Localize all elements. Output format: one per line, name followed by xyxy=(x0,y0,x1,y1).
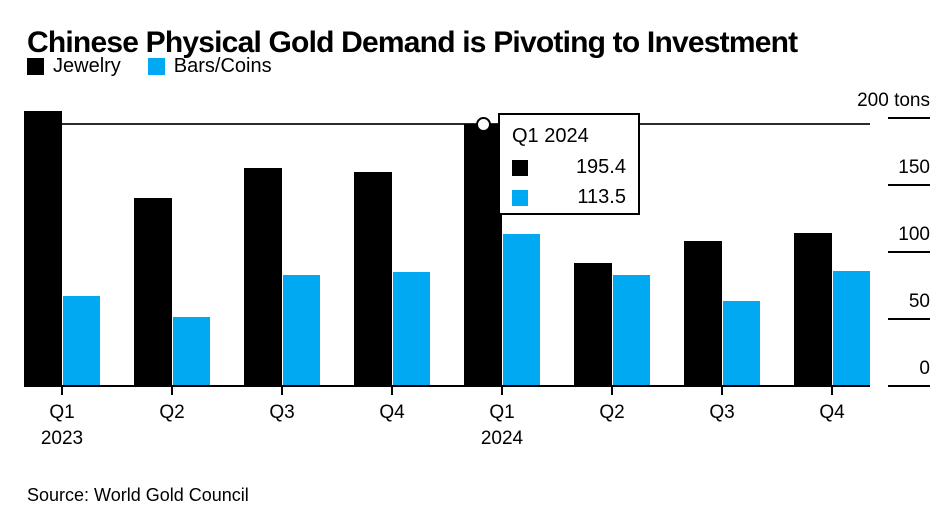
x-tick-q2-2024 xyxy=(611,387,613,395)
y-tick-150 xyxy=(888,184,930,186)
y-tick-label-100: 100 xyxy=(898,224,930,245)
chart-title: Chinese Physical Gold Demand is Pivoting… xyxy=(27,26,798,60)
x-label-q2-2023: Q2 xyxy=(159,402,185,423)
y-tick-label-0: 0 xyxy=(919,358,930,379)
hover-tracking-line xyxy=(24,123,870,126)
tooltip-jewelry-value: 195.4 xyxy=(575,156,626,178)
tooltip-jewelry-swatch-icon xyxy=(512,159,528,176)
x-tick-q3-2024 xyxy=(721,387,723,395)
bars-coins-swatch-icon xyxy=(147,58,165,75)
bar-jewelry-q4-2023[interactable] xyxy=(354,171,392,386)
y-tick-0 xyxy=(888,385,930,387)
tooltip-bars-coins-value: 113.5 xyxy=(577,186,626,208)
x-tick-q1-2023 xyxy=(61,387,63,395)
y-tick-label-150: 150 xyxy=(898,157,930,178)
x-label-q3-2023: Q3 xyxy=(269,402,295,423)
legend-label-bars-coins: Bars/Coins xyxy=(173,55,272,77)
x-label-q3-2024: Q3 xyxy=(709,402,735,423)
legend-item-jewelry: Jewelry xyxy=(27,55,121,78)
x-label-q4-2024: Q4 xyxy=(819,402,845,423)
tooltip: Q1 2024 195.4 113.5 xyxy=(498,113,640,215)
bar-bars-coins-q3-2024[interactable] xyxy=(722,300,760,386)
x-label-q1-2023: Q1 xyxy=(49,402,75,423)
x-axis-baseline xyxy=(24,385,870,387)
bar-jewelry-q2-2024[interactable] xyxy=(574,263,612,386)
bar-bars-coins-q4-2024[interactable] xyxy=(832,270,870,386)
jewelry-swatch-icon xyxy=(27,58,44,75)
x-tick-q2-2023 xyxy=(171,387,173,395)
x-tick-q1-2024 xyxy=(501,387,503,395)
y-tick-label-200: 200 tons xyxy=(857,90,930,111)
x-tick-q4-2023 xyxy=(391,387,393,395)
tooltip-bars-coins-swatch-icon xyxy=(512,189,528,206)
bar-jewelry-q3-2023[interactable] xyxy=(244,168,282,386)
bar-jewelry-q1-2024[interactable] xyxy=(464,124,502,386)
x-label-year-q1-2024: 2024 xyxy=(480,428,524,449)
y-tick-100 xyxy=(888,251,930,253)
bar-jewelry-q1-2023[interactable] xyxy=(24,111,62,386)
x-label-q4-2023: Q4 xyxy=(379,402,405,423)
bar-jewelry-q3-2024[interactable] xyxy=(684,240,722,386)
bar-jewelry-q4-2024[interactable] xyxy=(794,233,832,386)
y-tick-label-50: 50 xyxy=(908,291,930,312)
x-label-year-q1-2023: 2023 xyxy=(40,428,84,449)
tooltip-row-bars-coins: 113.5 xyxy=(512,186,626,209)
bar-bars-coins-q2-2024[interactable] xyxy=(612,275,650,386)
bar-bars-coins-q2-2023[interactable] xyxy=(172,316,210,386)
y-tick-200 xyxy=(888,117,930,119)
legend-label-jewelry: Jewelry xyxy=(53,55,121,77)
bar-bars-coins-q1-2024[interactable] xyxy=(502,233,540,386)
bar-bars-coins-q3-2023[interactable] xyxy=(282,274,320,386)
source-attribution: Source: World Gold Council xyxy=(27,485,249,505)
bar-bars-coins-q1-2023[interactable] xyxy=(62,295,100,386)
legend: Jewelry Bars/Coins xyxy=(27,55,272,78)
legend-item-bars-coins: Bars/Coins xyxy=(147,55,272,78)
x-label-q2-2024: Q2 xyxy=(599,402,625,423)
y-tick-50 xyxy=(888,318,930,320)
bar-jewelry-q2-2023[interactable] xyxy=(134,198,172,386)
tooltip-row-jewelry: 195.4 xyxy=(512,156,626,179)
bar-bars-coins-q4-2023[interactable] xyxy=(392,272,430,386)
x-tick-q4-2024 xyxy=(831,387,833,395)
hover-point-marker xyxy=(475,116,491,132)
x-label-q1-2024: Q1 xyxy=(489,402,515,423)
x-tick-q3-2023 xyxy=(281,387,283,395)
tooltip-title: Q1 2024 xyxy=(512,125,589,147)
